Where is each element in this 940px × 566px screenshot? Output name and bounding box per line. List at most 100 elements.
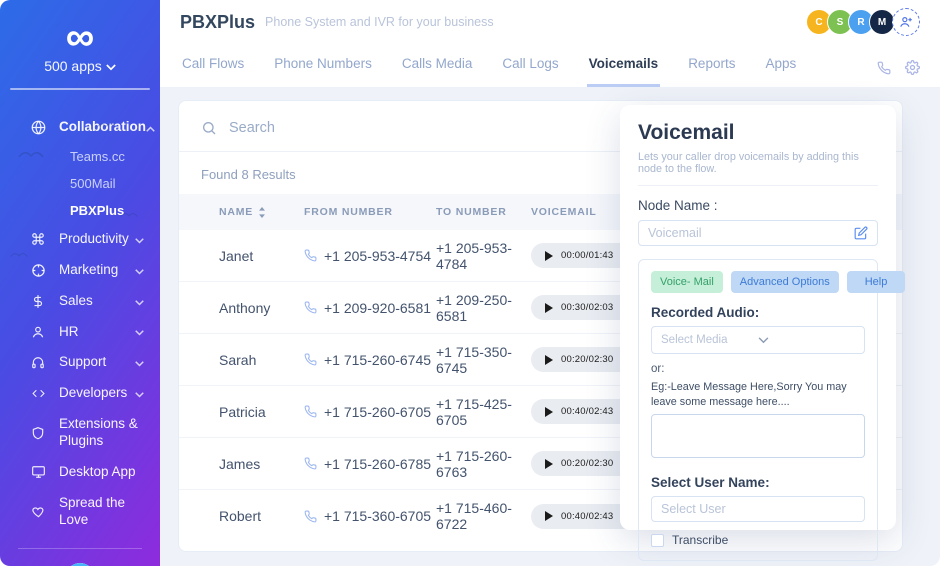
panel-tabs: Voice- Mail Advanced Options Help — [651, 271, 906, 293]
or-label: or: — [651, 363, 665, 375]
column-header-voicemail: VOICEMAIL — [531, 206, 597, 218]
invite-user-button[interactable] — [892, 8, 920, 36]
tab-voice-mail[interactable]: Voice- Mail — [651, 271, 723, 293]
apps-dropdown-label: 500 apps — [44, 58, 102, 74]
tab-apps[interactable]: Apps — [765, 56, 797, 71]
search-input[interactable] — [229, 120, 529, 136]
column-header-from: FROM NUMBER — [304, 206, 393, 218]
gear-icon[interactable] — [905, 60, 920, 75]
tab-reports[interactable]: Reports — [688, 56, 736, 71]
cell-from-number: +1 715-360-6705 — [324, 508, 432, 524]
bird-decoration — [10, 253, 28, 257]
cell-to-number: +1 715-425-6705 — [436, 395, 512, 428]
message-textarea[interactable] — [651, 414, 865, 459]
panel-subtitle: Lets your caller drop voicemails by addi… — [638, 151, 878, 186]
sidebar-item-label: Support — [59, 354, 107, 370]
tab-bar: Call Flows Phone Numbers Calls Media Cal… — [160, 44, 940, 88]
tab-call-flows[interactable]: Call Flows — [182, 56, 245, 71]
play-icon — [545, 511, 553, 521]
play-icon — [545, 302, 553, 313]
select-user-input[interactable] — [661, 502, 855, 517]
sidebar-item-collaboration[interactable]: Collaboration — [0, 112, 160, 143]
main-area: PBXPlus Phone System and IVR for your bu… — [160, 0, 940, 566]
tab-help[interactable]: Help — [846, 271, 906, 293]
globe-icon — [30, 119, 46, 135]
sidebar-item-support[interactable]: Support — [0, 347, 160, 378]
phone-icon — [304, 405, 317, 418]
sidebar-item-label: Collaboration — [59, 119, 146, 134]
tab-phone-numbers[interactable]: Phone Numbers — [274, 56, 372, 71]
all-apps-pill[interactable]: All Apps — [11, 89, 79, 90]
edit-icon[interactable] — [854, 226, 868, 240]
sidebar-item-marketing[interactable]: Marketing — [0, 255, 160, 286]
tab-advanced-options[interactable]: Advanced Options — [730, 271, 839, 293]
chevron-up-icon — [146, 120, 155, 135]
chevron-down-icon — [135, 294, 144, 309]
chevron-down-icon — [135, 232, 144, 247]
infinity-logo-icon: ∞ — [65, 15, 95, 59]
bird-decoration — [18, 152, 44, 158]
node-name-input[interactable] — [648, 226, 854, 240]
cell-to-number: +1 209-250-6581 — [436, 291, 512, 324]
transcribe-label: Transcribe — [672, 533, 729, 548]
tab-voicemails[interactable]: Voicemails — [586, 56, 661, 87]
chevron-down-icon — [135, 355, 144, 370]
phone-icon[interactable] — [877, 61, 891, 75]
play-icon — [545, 406, 553, 417]
transcribe-checkbox[interactable] — [651, 533, 664, 547]
select-media-dropdown[interactable]: Select Media — [651, 326, 865, 354]
cell-from-number: +1 205-953-4754 — [324, 247, 432, 264]
my-apps-pill[interactable]: My Apps — [79, 89, 149, 90]
sidebar-subitem-pbxplus[interactable]: PBXPlus — [70, 202, 125, 218]
audio-time: 00:40/02:43 — [561, 510, 614, 522]
page-title: PBXPlus — [180, 11, 256, 32]
transcribe-option[interactable]: Transcribe — [651, 533, 865, 547]
heart-icon — [30, 504, 46, 520]
content-area: Found 8 Results NAME FROM NUMBER TO NUMB… — [160, 88, 940, 566]
sidebar-subitem-teams[interactable]: Teams.cc — [70, 148, 125, 164]
column-header-name[interactable]: NAME — [179, 206, 304, 218]
sidebar-item-label: Desktop App — [59, 463, 136, 479]
team-avatars: C S R M — [806, 8, 920, 36]
apps-dropdown[interactable]: 500 apps — [0, 58, 160, 74]
sidebar-item-extensions[interactable]: Extensions & Plugins — [0, 409, 160, 457]
chevron-down-icon — [135, 386, 144, 401]
sidebar-item-label: Sales — [59, 292, 93, 308]
phone-icon — [304, 249, 317, 262]
sidebar: ∞ 500 apps All Apps My Apps Collaboratio… — [0, 0, 160, 566]
person-icon — [30, 324, 46, 340]
sidebar-item-spread-the-love[interactable]: Spread the Love — [0, 488, 160, 536]
user-avatar[interactable] — [65, 562, 95, 566]
cell-to-number: +1 715-350-6745 — [436, 343, 512, 376]
collaboration-submenu: Teams.cc 500Mail PBXPlus — [0, 143, 160, 224]
sidebar-item-developers[interactable]: Developers — [0, 378, 160, 409]
sidebar-subitem-500mail[interactable]: 500Mail — [70, 175, 116, 191]
sidebar-bottom: Desktop App Spread the Love — [0, 457, 160, 566]
message-hint-text: Eg:-Leave Message Here,Sorry You may lea… — [651, 381, 847, 408]
sidebar-item-productivity[interactable]: Productivity — [0, 224, 160, 255]
cell-from-number: +1 715-260-6785 — [324, 455, 432, 472]
sidebar-item-desktop-app[interactable]: Desktop App — [0, 457, 160, 488]
cell-name: Robert — [219, 508, 262, 524]
bird-decoration — [120, 213, 138, 217]
play-icon — [545, 354, 553, 365]
sidebar-item-hr[interactable]: HR — [0, 317, 160, 348]
tab-call-logs[interactable]: Call Logs — [502, 56, 559, 71]
cell-from-number: +1 209-920-6581 — [324, 299, 432, 316]
column-header-to: TO NUMBER — [436, 206, 507, 218]
monitor-icon — [30, 464, 46, 480]
select-user-label: Select User Name: — [651, 475, 770, 491]
person-plus-icon — [900, 17, 912, 27]
dollar-icon — [30, 293, 46, 309]
cell-to-number: +1 205-953-4784 — [436, 239, 512, 272]
tab-calls-media[interactable]: Calls Media — [401, 56, 473, 71]
cell-to-number: +1 715-460-6722 — [436, 500, 512, 532]
cell-from-number: +1 715-260-6745 — [324, 351, 432, 368]
search-bar — [179, 101, 902, 152]
panel-title: Voicemail — [638, 121, 735, 144]
page-subtitle: Phone System and IVR for your business — [265, 15, 494, 29]
sidebar-item-label: Extensions & Plugins — [59, 416, 138, 448]
search-icon — [203, 122, 216, 135]
sidebar-item-sales[interactable]: Sales — [0, 286, 160, 317]
